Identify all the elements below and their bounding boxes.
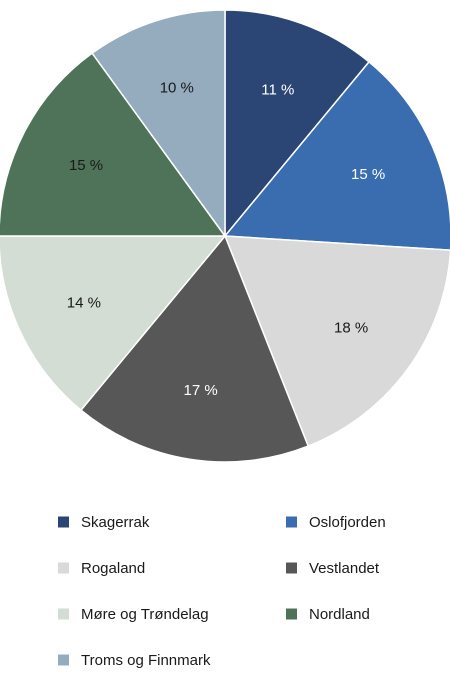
pie-slice-labels: 11 % 15 % 18 % 17 % 14 % 15 % 10 % bbox=[67, 80, 385, 399]
legend-swatch-skagerrak bbox=[58, 516, 69, 528]
legend: Skagerrak Oslofjorden Rogaland Vestlandet Mø… bbox=[58, 514, 386, 669]
legend-label-skagerrak: Skagerrak bbox=[81, 514, 150, 531]
legend-label-nordland: Nordland bbox=[309, 606, 370, 623]
legend-item-rogaland: Rogaland bbox=[58, 560, 145, 577]
slice-label-nordland: 15 % bbox=[69, 157, 103, 174]
pie-slice-skagerrak bbox=[224, 9, 371, 239]
legend-swatch-rogaland bbox=[58, 562, 69, 574]
pie-slice-more-og-trondelag bbox=[0, 235, 227, 412]
slice-label-vestlandet: 17 % bbox=[184, 382, 218, 399]
slice-label-more-og-trondelag: 14 % bbox=[67, 294, 101, 311]
slice-label-troms-og-finnmark: 10 % bbox=[160, 80, 194, 97]
legend-swatch-oslofjorden bbox=[286, 516, 297, 528]
legend-label-rogaland: Rogaland bbox=[81, 560, 145, 577]
legend-item-nordland: Nordland bbox=[286, 606, 370, 623]
legend-swatch-vestlandet bbox=[286, 562, 297, 574]
pie-slice-oslofjorden bbox=[223, 60, 450, 251]
legend-label-oslofjorden: Oslofjorden bbox=[309, 514, 386, 531]
pie-slice-vestlandet bbox=[79, 234, 310, 463]
slice-label-rogaland: 18 % bbox=[334, 320, 368, 337]
legend-swatch-more-og-trondelag bbox=[58, 608, 69, 620]
slice-label-skagerrak: 11 % bbox=[261, 81, 294, 98]
legend-item-skagerrak: Skagerrak bbox=[58, 514, 150, 531]
pie-slice-troms-og-finnmark bbox=[91, 9, 226, 239]
legend-label-troms-og-finnmark: Troms og Finnmark bbox=[81, 652, 211, 669]
slice-label-oslofjorden: 15 % bbox=[351, 166, 385, 183]
pie-slice-nordland bbox=[0, 52, 227, 237]
legend-item-vestlandet: Vestlandet bbox=[286, 560, 380, 577]
pie-slice-rogaland bbox=[223, 235, 450, 448]
legend-swatch-troms-og-finnmark bbox=[58, 654, 69, 666]
legend-item-oslofjorden: Oslofjorden bbox=[286, 514, 386, 531]
legend-label-vestlandet: Vestlandet bbox=[309, 560, 380, 577]
legend-swatch-nordland bbox=[286, 608, 297, 620]
legend-label-more-og-trondelag: Møre og Trøndelag bbox=[81, 606, 209, 623]
legend-item-more-og-trondelag: Møre og Trøndelag bbox=[58, 606, 209, 623]
pie-slices bbox=[0, 9, 450, 463]
legend-item-troms-og-finnmark: Troms og Finnmark bbox=[58, 652, 211, 669]
